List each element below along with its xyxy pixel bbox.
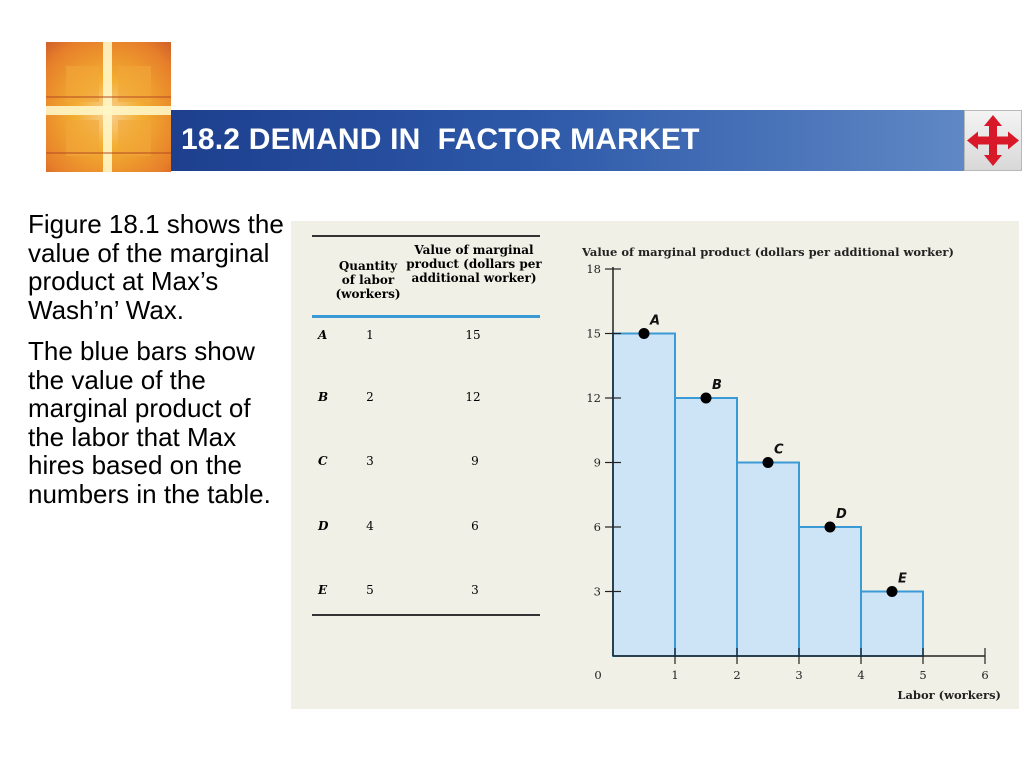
chart-point-label-e: E (898, 572, 907, 587)
chart-x-tick-label-1: 1 (671, 668, 678, 682)
chart-x-tick-label-0: 0 (594, 668, 601, 682)
table-top-rule (312, 235, 540, 237)
table-header-rule (312, 315, 540, 318)
chart-bars (612, 332, 924, 657)
chart-y-tick-label-18: 18 (586, 262, 601, 276)
page-title: 18.2 DEMAND IN FACTOR MARKET (181, 123, 700, 156)
table-header-quantity: Quantity of labor (workers) (335, 259, 401, 301)
chart-x-tick-label-6: 6 (981, 668, 988, 682)
chart-points: A B C D E (638, 314, 907, 597)
chart-y-tick-label-12: 12 (586, 391, 601, 405)
chart-x-axis-title: Labor (workers) (897, 688, 1001, 702)
table-row-quantity-d: 4 (366, 519, 374, 533)
table-row-value-a: 15 (465, 328, 481, 342)
chart-bar-3 (736, 461, 800, 657)
table-row-quantity-e: 5 (366, 583, 374, 597)
chart-point-b (700, 392, 712, 404)
paragraph-blue-bars: The blue bars show the value of the marg… (28, 336, 271, 509)
table-row-label-e: E (318, 583, 328, 597)
table-row-quantity-b: 2 (366, 390, 374, 404)
table-row-value-e: 3 (471, 583, 479, 597)
marginal-product-chart: Value of marginal product (dollars per a… (581, 245, 1001, 702)
chart-y-tick-label-6: 6 (594, 520, 601, 534)
chart-point-label-d: D (836, 507, 847, 522)
chart-point-label-c: C (774, 443, 784, 458)
chart-x-tick-label-5: 5 (919, 668, 926, 682)
chart-y-axis-title: Value of marginal product (dollars per a… (581, 245, 954, 259)
chart-point-c (762, 457, 774, 468)
chart-y-tick-label-15: 15 (586, 327, 601, 341)
chart-bar-4 (798, 526, 862, 657)
chart-bar-5 (860, 590, 924, 657)
body-text: Figure 18.1 shows the value of the margi… (28, 210, 290, 521)
table-row-quantity-a: 1 (366, 328, 374, 342)
chart-point-a (638, 328, 650, 339)
chart-y-tick-label-9: 9 (594, 456, 601, 470)
table-row-value-b: 12 (465, 390, 481, 404)
table-bottom-rule (312, 614, 540, 616)
table-row-label-a: A (318, 328, 328, 342)
figure-panel: Quantity of labor (workers) Value of mar… (291, 221, 1019, 709)
table-row-quantity-c: 3 (366, 454, 374, 468)
chart-point-d (824, 521, 836, 533)
chart-point-e (886, 586, 898, 597)
navigation-button[interactable] (964, 110, 1022, 171)
table-row-label-d: D (318, 519, 329, 533)
chart-point-label-b: B (712, 378, 722, 393)
chart-x-tick-label-4: 4 (857, 668, 864, 682)
cross-window-logo (46, 42, 171, 172)
title-bar: 18.2 DEMAND IN FACTOR MARKET (171, 110, 964, 171)
chart-y-tick-label-3: 3 (594, 585, 601, 599)
table-row-value-c: 9 (471, 454, 479, 468)
chart-bar-1 (612, 332, 676, 657)
paragraph-figure-description: Figure 18.1 shows the value of the margi… (28, 209, 284, 325)
chart-x-tick-label-2: 2 (733, 668, 740, 682)
table-row-label-b: B (318, 390, 329, 404)
table-row-value-d: 6 (471, 519, 479, 533)
chart-point-label-a: A (649, 314, 660, 329)
table-row-label-c: C (318, 454, 328, 468)
chart-x-tick-label-3: 3 (795, 668, 802, 682)
four-arrows-nav-icon (967, 115, 1019, 166)
chart-bar-2 (674, 397, 738, 657)
table-header-value: Value of marginal product (dollars per a… (406, 243, 542, 285)
